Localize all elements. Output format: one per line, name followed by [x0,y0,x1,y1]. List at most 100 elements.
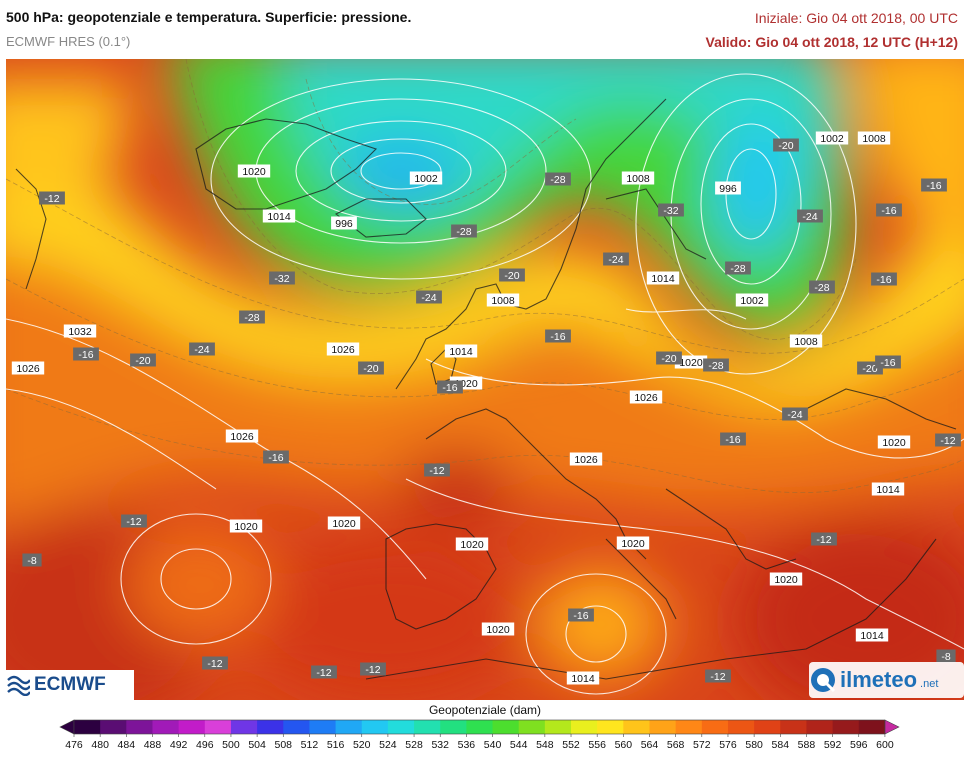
pressure-label: 1020 [877,435,911,449]
temperature-label-box [703,358,729,372]
temperature-labels: -12 -28 -28 -32 -20 -24 -16 -16 -32 -24 -20 -24 -28 -… [22,138,961,700]
pressure-labels: 1020 1002 1014 996 1008 996 1002 1008 1014 1008 10… [11,131,911,685]
colorbar-segment [649,720,677,734]
colorbar-tick-label: 496 [196,739,214,751]
pressure-label: 1008 [857,131,891,145]
temperature-label: -12 [424,463,450,477]
pressure-label-box [327,516,361,530]
temperature-label-box [545,172,571,186]
colorbar-tick-label: 484 [118,739,136,751]
temperature-label: -28 [725,261,751,275]
colorbar-segment [597,720,624,734]
temperature-label-text: -12 [126,516,141,528]
colorbar-tick-label: 584 [772,739,790,751]
temperature-label-text: -16 [573,610,588,622]
temperature-label-text: -12 [316,667,331,679]
colorbar-tick-label: 540 [484,739,502,751]
pressure-label: 1014 [262,209,296,223]
colorbar-tick-label: 596 [850,739,868,751]
colorbar-segment [335,720,363,734]
temperature-label-text: -24 [608,254,623,266]
ilmeteo-logo-text: ilmeteo [840,667,918,692]
pressure-label: 1032 [63,324,97,338]
temperature-label: -28 [239,310,265,324]
pressure-label: 1020 [481,622,515,636]
temperature-label: -20 [656,351,682,365]
colorbar-segment [361,720,389,734]
temperature-label-box [121,514,147,528]
temperature-label-box [451,224,477,238]
temperature-label: -20 [358,361,384,375]
temperature-label-box [130,353,156,367]
temperature-label-box [360,662,386,676]
colorbar-segment [727,720,755,734]
pressure-label-text: 1014 [571,673,595,685]
temperature-label: -12 [121,514,147,528]
temperature-label-text: -28 [550,174,565,186]
pressure-label-text: 1002 [740,295,764,307]
temperature-label: -20 [773,138,799,152]
pressure-label-box [646,271,680,285]
temperature-label: -16 [875,355,901,369]
ilmeteo-emblem-icon [811,668,836,693]
temperature-label: -24 [416,290,442,304]
temperature-label-text: -12 [710,671,725,683]
temperature-label-text: -20 [504,270,519,282]
temperature-label-box [499,268,525,282]
colorbar-tick-label: 556 [588,739,606,751]
temperature-label-text: -16 [880,357,895,369]
temperature-label: -12 [311,665,337,679]
pressure-label-box [444,344,478,358]
colorbar-segment [283,720,310,734]
pressure-label: 1026 [569,452,603,466]
temperature-label-text: -24 [421,292,436,304]
pressure-label-box [63,324,97,338]
temperature-label: -8 [22,553,42,567]
pressure-label-text: 1014 [267,211,291,223]
colorbar-segment [544,720,572,734]
pressure-label-box [486,293,520,307]
pressure-label-box [629,390,663,404]
pressure-label-text: 1026 [331,344,355,356]
ecmwf-logo-text: ECMWF [34,674,106,695]
temperature-label-text: -12 [207,658,222,670]
ilmeteo-logo: ilmeteo .net [809,662,964,698]
pressure-label-box [331,216,357,230]
coastlines [15,98,957,680]
temperature-label-text: -16 [78,349,93,361]
colorbar-tick-label: 592 [824,739,842,751]
temperature-label: -16 [545,329,571,343]
colorbar-segment [100,720,127,734]
temperature-label: -32 [658,203,684,217]
pressure-label-box [855,628,889,642]
temperature-label: -12 [935,433,961,447]
temperature-label-box [658,203,684,217]
temperature-label-box [239,310,265,324]
temperature-label-box [39,191,65,205]
temperature-label-box [782,407,808,421]
colorbar-tick-label: 516 [327,739,345,751]
temperature-label: -28 [809,280,835,294]
temperature-label-box [202,656,228,670]
temperature-label-box [603,252,629,266]
temperature-label-text: -20 [862,363,877,375]
colorbar-tick-label: 572 [693,739,711,751]
pressure-label: 1014 [444,344,478,358]
temperature-label: -16 [871,272,897,286]
pressure-label-text: 1020 [621,538,645,550]
colorbar-tick-label: 488 [144,739,162,751]
pressure-label: 1020 [769,572,803,586]
colorbar: 476 480 484 488 492 496 500 504 508 512 516 520 524 5… [59,719,900,751]
pressure-label: 1014 [646,271,680,285]
colorbar-segment [230,720,258,734]
pressure-label-box [409,171,443,185]
temperature-label-box [809,280,835,294]
temperature-label-box [416,290,442,304]
temperature-label-text: -20 [135,355,150,367]
temperature-label-box [705,669,731,683]
pressure-label: 1008 [621,171,655,185]
temperature-label-box [545,329,571,343]
colorbar-tick-label: 588 [798,739,816,751]
pressure-label-box [857,131,891,145]
colorbar-segment [780,720,807,734]
